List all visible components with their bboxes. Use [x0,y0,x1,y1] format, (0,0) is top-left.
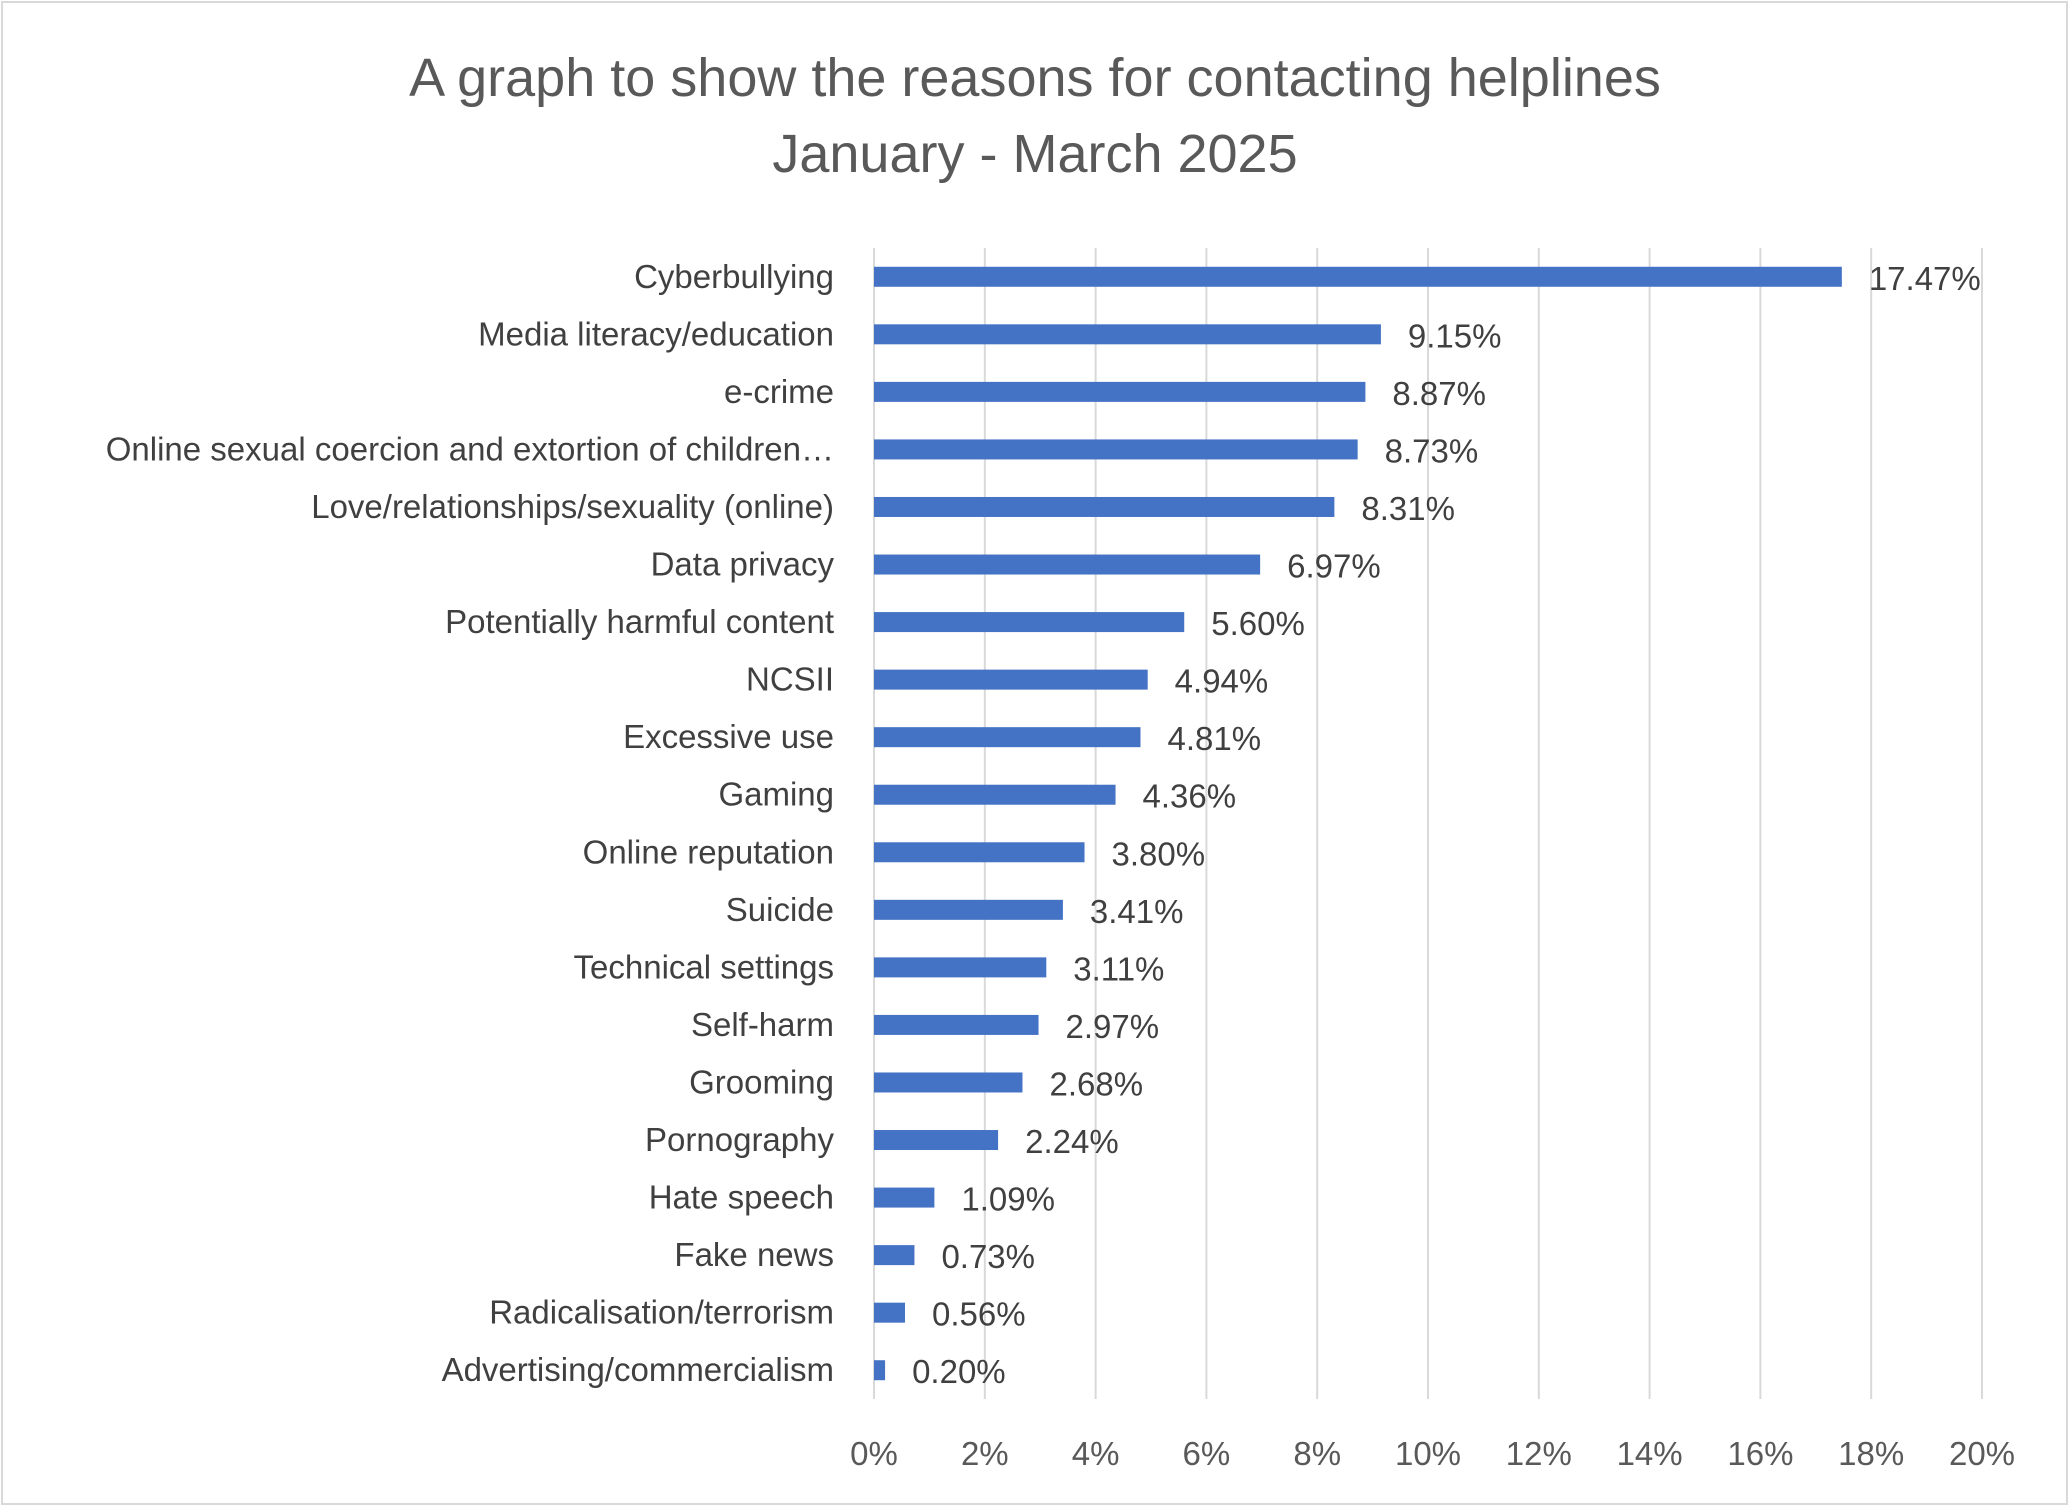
category-label: Hate speech [649,1179,834,1216]
category-label: Data privacy [651,546,835,583]
x-tick-label: 2% [961,1435,1009,1472]
data-label: 4.36% [1143,778,1237,815]
category-label: Pornography [645,1121,834,1158]
category-label: NCSII [746,661,834,698]
bar [874,784,1116,805]
x-tick-label: 14% [1617,1435,1683,1472]
bar [874,554,1261,575]
category-label: Potentially harmful content [445,603,834,640]
x-axis-tick-labels: 0% 2% 4% 6% 8% 10% 12% 14% 16% 18% 20% [850,1435,2015,1472]
data-label: 5.60% [1211,605,1305,642]
x-tick-label: 10% [1395,1435,1461,1472]
x-tick-label: 16% [1727,1435,1793,1472]
data-label: 2.24% [1025,1123,1119,1160]
bar [874,899,1063,920]
category-label: Media literacy/education [478,315,834,352]
bar [874,1302,906,1323]
bar [874,842,1085,863]
data-label: 17.47% [1869,260,1981,297]
category-label: Online sexual coercion and extortion of … [106,430,834,467]
bar [874,612,1185,633]
data-label: 0.56% [932,1296,1026,1333]
category-label: Radicalisation/terrorism [489,1294,834,1331]
category-label: Suicide [726,891,834,928]
category-label: Love/relationships/sexuality (online) [311,488,834,525]
data-label: 1.09% [961,1181,1055,1218]
data-label: 0.20% [912,1353,1006,1390]
bar [874,1072,1023,1093]
x-tick-label: 4% [1072,1435,1120,1472]
bar [874,1014,1039,1035]
bar [874,496,1335,517]
data-label: 3.11% [1073,950,1164,987]
data-label: 3.80% [1112,835,1206,872]
data-label: 4.81% [1167,720,1261,757]
bar [874,1360,886,1381]
bar [874,439,1358,460]
data-label: 6.97% [1287,548,1381,585]
data-label: 0.73% [941,1238,1035,1275]
category-label: Grooming [689,1063,834,1100]
bar [874,957,1047,978]
data-label: 8.87% [1392,375,1486,412]
data-label: 8.31% [1361,490,1455,527]
bar [874,669,1148,690]
bar [874,324,1381,345]
x-tick-label: 6% [1183,1435,1231,1472]
data-label: 2.97% [1066,1008,1160,1045]
chart-title-line-1: A graph to show the reasons for contacti… [409,48,1661,108]
data-label: 8.73% [1385,432,1479,469]
category-label: Excessive use [623,718,834,755]
bar [874,727,1141,748]
bar [874,381,1366,402]
category-label: Cyberbullying [634,258,834,295]
category-label: Self-harm [691,1006,834,1043]
chart-title-line-2: January - March 2025 [772,124,1297,184]
bar [874,1130,999,1151]
x-tick-label: 18% [1838,1435,1904,1472]
category-labels: Cyberbullying Media literacy/education e-c… [106,258,835,1388]
x-tick-label: 8% [1293,1435,1341,1472]
bar [874,1187,935,1208]
x-tick-label: 20% [1949,1435,2015,1472]
data-label: 2.68% [1049,1065,1143,1102]
category-label: e-crime [724,373,834,410]
data-label: 4.94% [1175,663,1269,700]
data-label: 3.41% [1090,893,1184,930]
bar [874,266,1842,287]
x-tick-label: 0% [850,1435,898,1472]
category-label: Fake news [674,1236,834,1273]
category-label: Technical settings [574,948,834,985]
category-label: Gaming [718,776,834,813]
category-label: Advertising/commercialism [442,1351,834,1388]
bars [874,266,1842,1381]
x-tick-label: 12% [1506,1435,1572,1472]
bar [874,1245,915,1266]
data-labels: 17.47% 9.15% 8.87% 8.73% 8.31% 6.97% 5.60% 4.94… [912,260,1981,1390]
gridlines [873,248,1983,1399]
category-label: Online reputation [583,833,834,870]
chart-title: A graph to show the reasons for contacti… [409,48,1661,184]
data-label: 9.15% [1408,317,1502,354]
